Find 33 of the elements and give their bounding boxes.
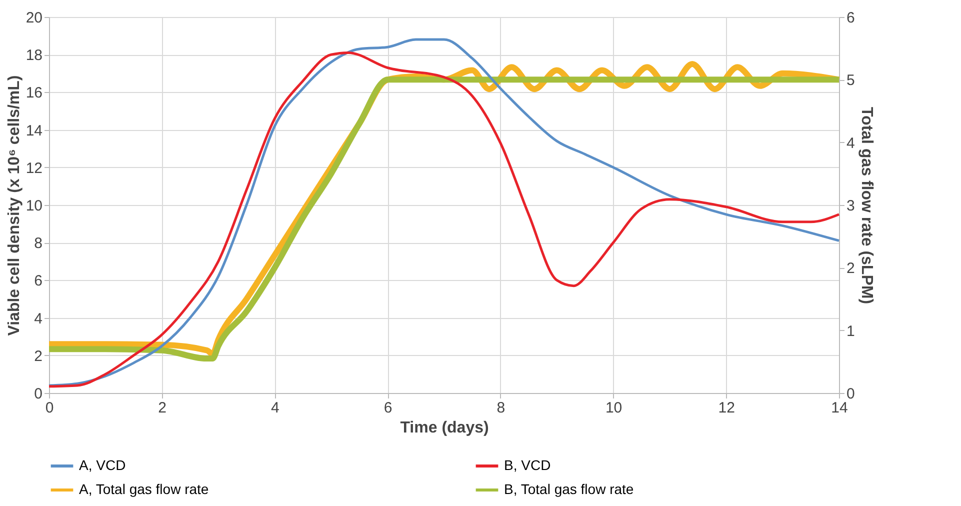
x-tick-label: 2 (158, 400, 167, 416)
legend-label: B, Total gas flow rate (504, 481, 634, 497)
y-tick-label: 16 (26, 84, 42, 102)
y-tick-label: 6 (34, 272, 42, 290)
y2-tick-label: 4 (846, 134, 855, 152)
legend-label: A, VCD (79, 457, 126, 473)
legend-label: B, VCD (504, 457, 551, 473)
y-tick-label: 12 (26, 160, 42, 177)
x-tick-label: 6 (384, 400, 392, 416)
y-tick-label: 10 (26, 198, 42, 214)
y-tick-label: 4 (34, 310, 42, 328)
y-tick-label: 14 (26, 122, 42, 140)
x-tick-label: 14 (831, 400, 848, 416)
x-tick-label: 8 (496, 400, 506, 416)
x-axis-title: Time (days) (400, 420, 489, 436)
y2-tick-label: 5 (846, 72, 855, 90)
y-tick-label: 8 (34, 235, 42, 252)
y2-tick-label: 2 (846, 260, 855, 278)
legend-label: A, Total gas flow rate (79, 481, 209, 497)
y-axis-title: Viable cell density (x 10⁶ cells/mL) (6, 75, 23, 336)
y-tick-label: 20 (26, 10, 42, 26)
x-tick-label: 12 (718, 400, 735, 416)
y-tick-label: 0 (34, 386, 42, 402)
y2-tick-label: 0 (846, 386, 855, 402)
x-tick-label: 0 (45, 400, 54, 416)
y-tick-label: 2 (34, 348, 42, 365)
y2-tick-label: 1 (846, 322, 855, 340)
y-tick-label: 18 (26, 47, 42, 64)
y2-tick-label: 3 (846, 198, 855, 214)
x-tick-label: 4 (271, 400, 280, 416)
y2-axis-title: Total gas flow rate (sLPM) (858, 106, 875, 304)
y2-tick-label: 6 (846, 10, 855, 26)
x-tick-label: 10 (605, 400, 622, 416)
